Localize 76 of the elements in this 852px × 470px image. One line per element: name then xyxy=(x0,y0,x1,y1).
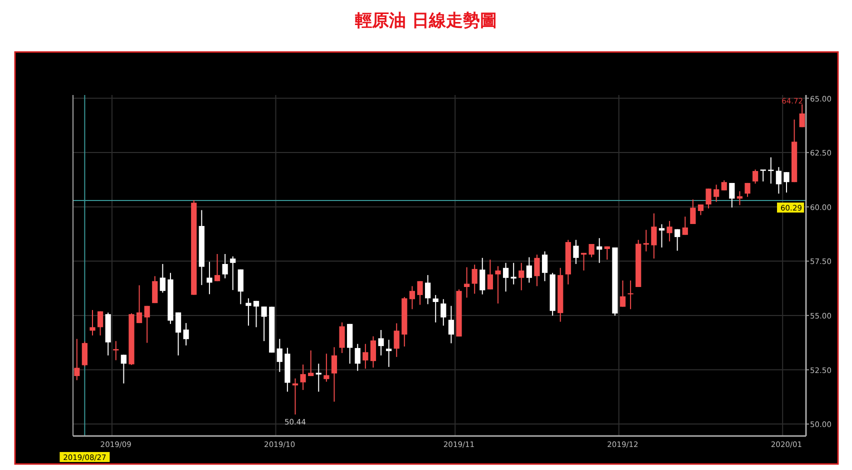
candlestick xyxy=(378,330,384,356)
candlestick xyxy=(736,190,743,206)
candlestick xyxy=(424,274,431,305)
candlestick xyxy=(175,312,182,356)
candlestick xyxy=(744,182,750,198)
candlestick xyxy=(706,188,712,209)
candlestick xyxy=(230,256,236,291)
candlestick xyxy=(643,229,649,252)
candlestick xyxy=(620,280,626,308)
candlestick xyxy=(658,224,665,248)
candlestick xyxy=(120,354,126,384)
candlestick xyxy=(596,238,602,264)
candlestick xyxy=(214,253,220,282)
candlestick xyxy=(495,266,501,304)
candlestick xyxy=(502,262,509,292)
candlestick xyxy=(394,322,400,358)
candlestick xyxy=(721,180,727,191)
candlestick xyxy=(752,169,758,184)
candlestick xyxy=(776,166,782,194)
candlestick xyxy=(409,286,416,310)
candlestick xyxy=(354,343,360,372)
candlestick xyxy=(542,250,548,282)
candlestick xyxy=(760,169,766,182)
candlestick xyxy=(784,172,790,194)
candlestick xyxy=(448,305,454,344)
candlestick xyxy=(604,246,610,260)
candlestick xyxy=(331,346,338,402)
candlestick xyxy=(526,256,532,284)
candlestick xyxy=(160,263,166,294)
candlestick xyxy=(144,305,150,344)
candlestick xyxy=(292,378,298,415)
candlestick xyxy=(183,322,189,346)
candlestick xyxy=(666,220,672,242)
candlestick xyxy=(534,254,540,287)
chart-title: 輕原油 日線走勢圖 xyxy=(354,11,497,31)
candlestick xyxy=(261,306,267,342)
candlestick xyxy=(714,184,720,202)
candlestick xyxy=(417,280,423,306)
candlestick xyxy=(206,261,212,295)
candlestick xyxy=(97,310,104,336)
candlestick xyxy=(487,259,493,290)
candlestick xyxy=(362,343,368,370)
candlestick xyxy=(573,239,579,264)
candlestick xyxy=(472,264,478,294)
candlestick xyxy=(347,323,353,364)
candlestick xyxy=(799,104,805,128)
candlestick xyxy=(628,280,634,310)
candlestick xyxy=(651,212,657,260)
candlestick xyxy=(300,364,306,390)
candlestick xyxy=(682,216,688,236)
candlestick xyxy=(238,268,244,305)
candlestick xyxy=(113,340,119,361)
candlestick xyxy=(480,257,486,295)
candlestick xyxy=(588,243,594,258)
candlestick xyxy=(74,338,80,381)
candlestick xyxy=(690,198,696,225)
candlestick xyxy=(729,182,735,208)
candlestick xyxy=(253,300,260,328)
candlestick xyxy=(246,298,252,326)
candlestick xyxy=(674,228,680,252)
candlestick xyxy=(222,253,228,279)
candlestick xyxy=(136,284,142,324)
candlestick xyxy=(464,266,470,298)
candlestick xyxy=(308,350,314,377)
candlestick xyxy=(370,336,376,368)
candlestick xyxy=(276,338,282,372)
candlestick xyxy=(440,298,446,326)
candlestick xyxy=(324,353,330,382)
candlestick xyxy=(768,156,774,184)
candlestick xyxy=(90,310,96,336)
candlestick xyxy=(432,294,438,323)
candlestick xyxy=(386,339,392,368)
candlestick xyxy=(518,262,524,291)
candlestick xyxy=(82,341,88,367)
candlestick xyxy=(339,322,345,354)
candlestick xyxy=(152,276,158,304)
